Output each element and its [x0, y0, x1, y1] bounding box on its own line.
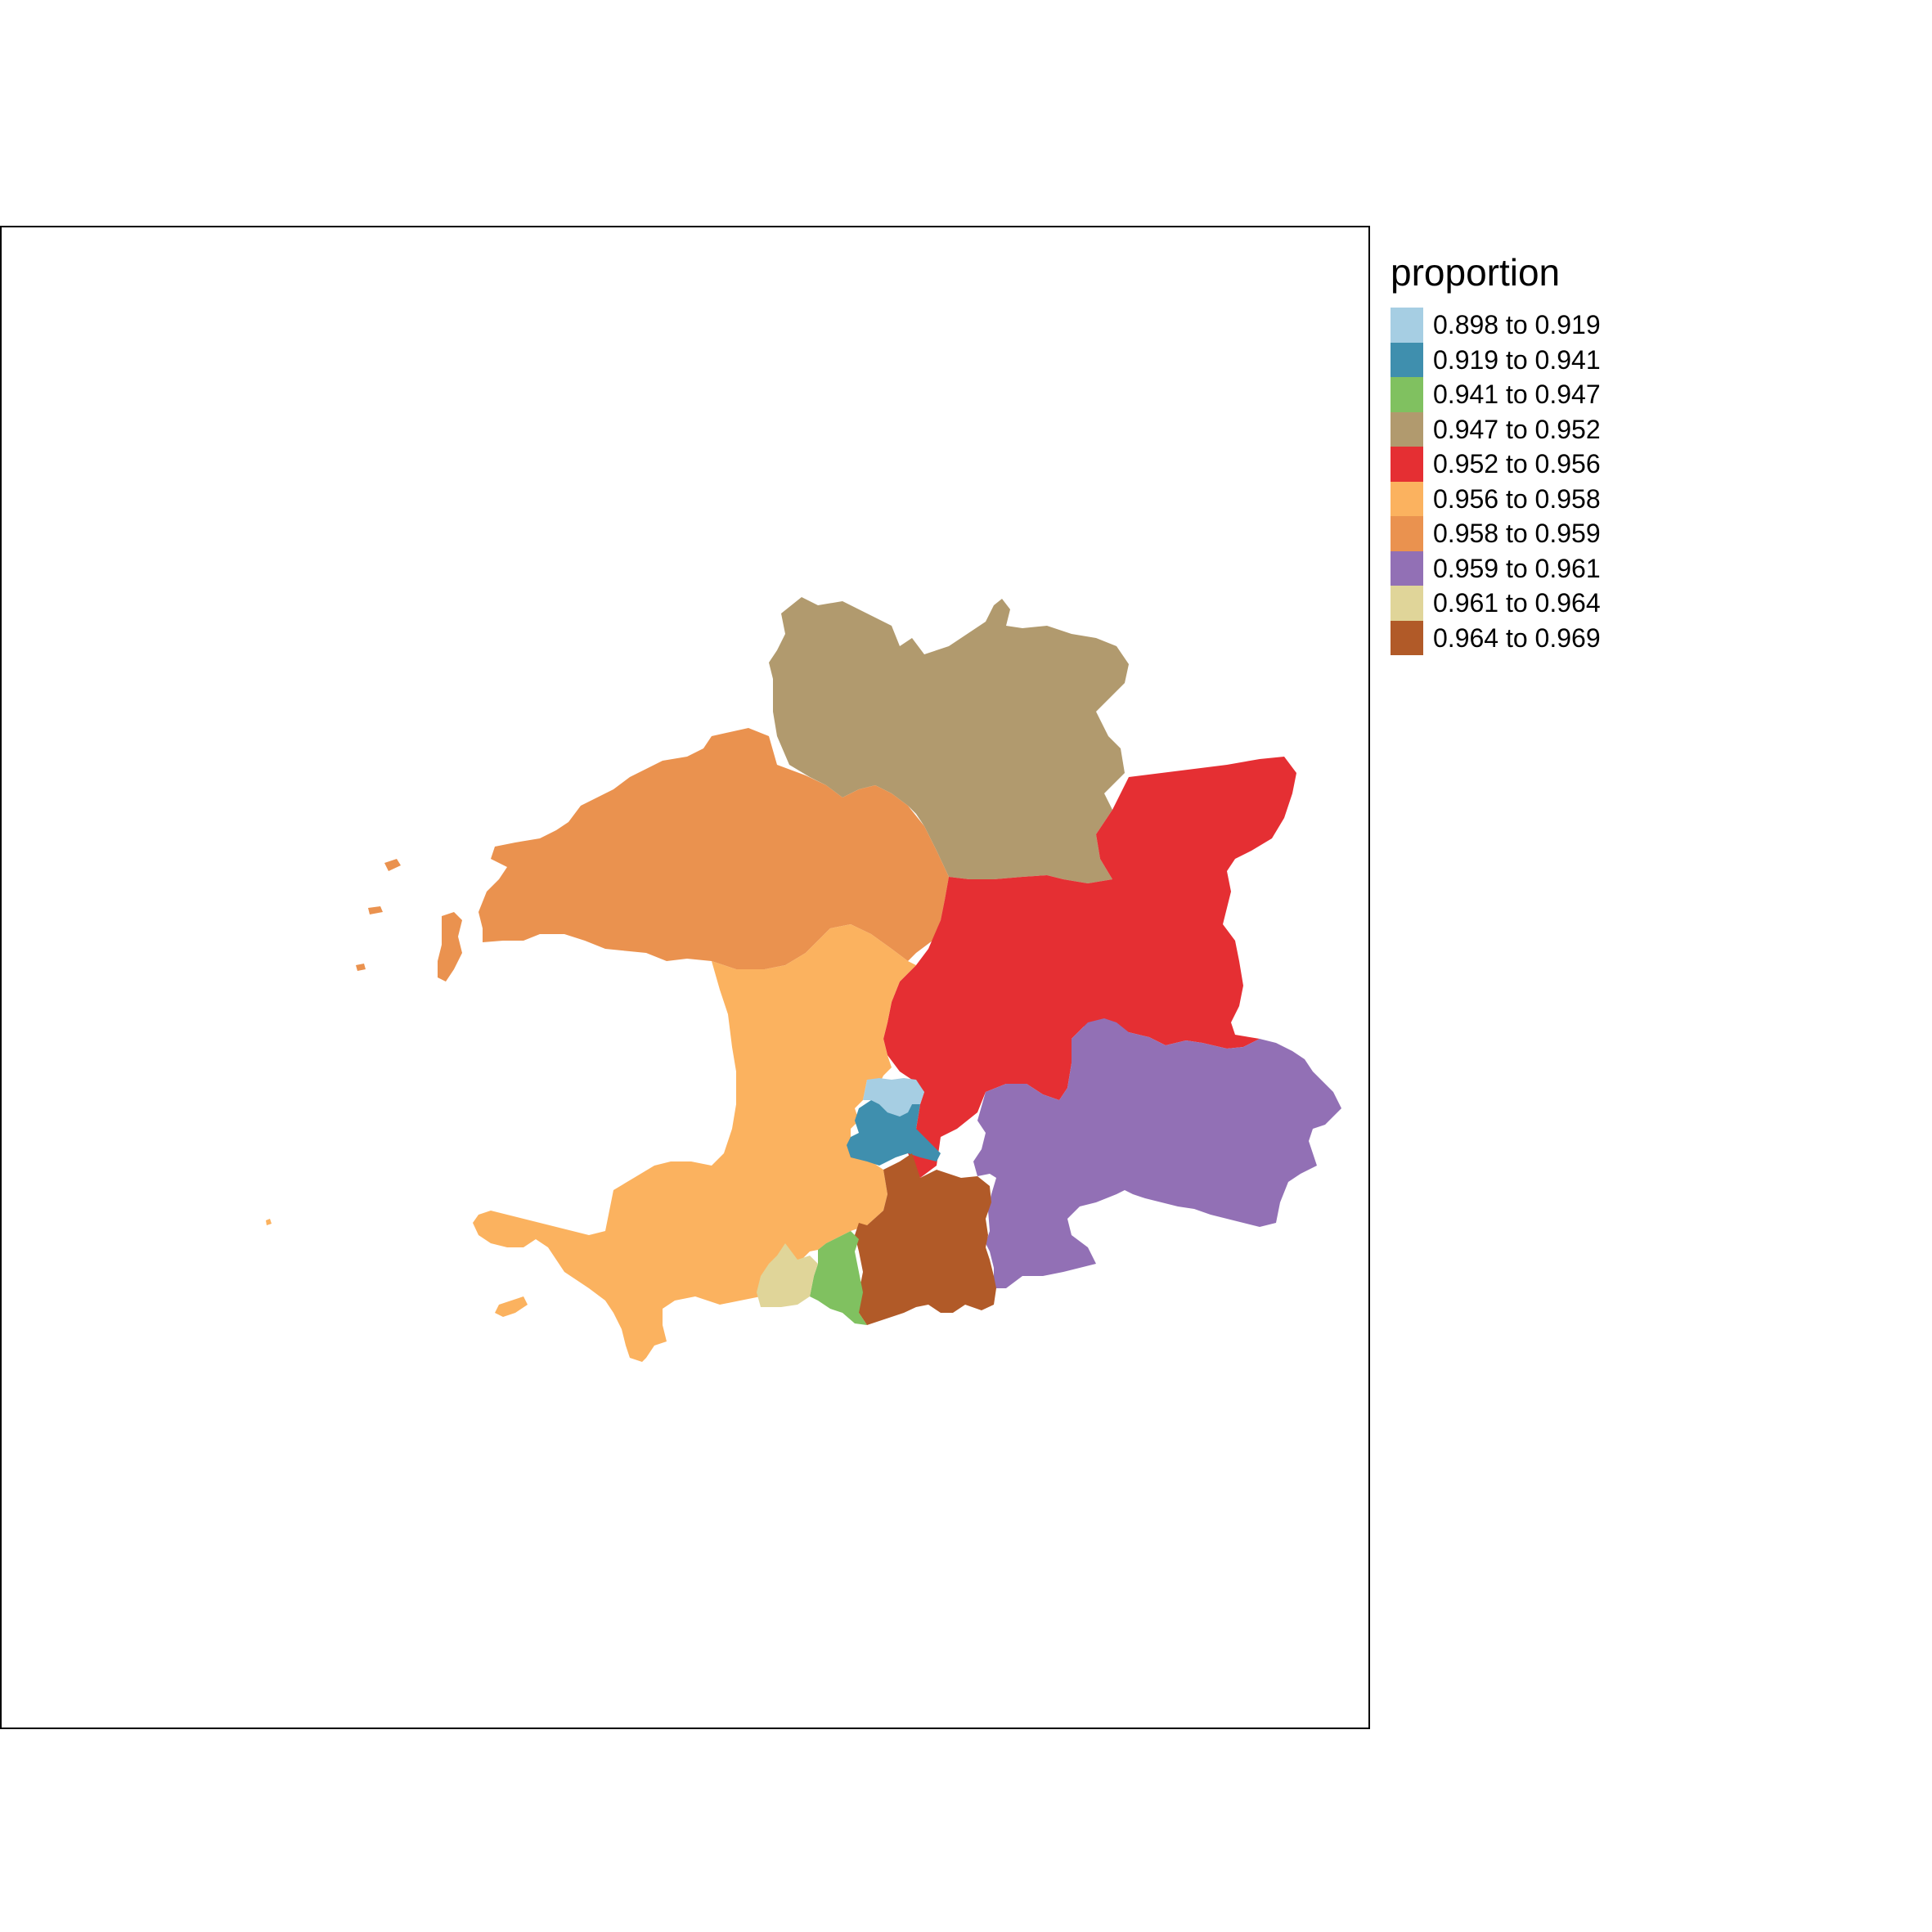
- south-west-small-region: [757, 1243, 818, 1307]
- legend-swatch: [1391, 586, 1423, 621]
- legend-swatch: [1391, 516, 1423, 551]
- legend-label: 0.941 to 0.947: [1433, 380, 1601, 410]
- legend-label: 0.956 to 0.958: [1433, 483, 1601, 514]
- legend-item: 0.964 to 0.969: [1391, 620, 1601, 655]
- legend-item: 0.941 to 0.947: [1391, 377, 1601, 412]
- legend-label: 0.919 to 0.941: [1433, 344, 1601, 375]
- north-region: [769, 597, 1129, 883]
- south-small-region: [810, 1231, 867, 1325]
- legend-label: 0.964 to 0.969: [1433, 622, 1601, 653]
- west-region: [473, 924, 916, 1362]
- legend-label: 0.947 to 0.952: [1433, 414, 1601, 444]
- legend-swatch: [1391, 342, 1423, 377]
- legend-swatch: [1391, 620, 1423, 655]
- legend-swatch: [1391, 308, 1423, 343]
- central-small-region: [847, 1100, 941, 1166]
- legend-title: proportion: [1391, 251, 1561, 294]
- legend-label: 0.959 to 0.961: [1433, 553, 1601, 583]
- legend-label: 0.961 to 0.964: [1433, 588, 1601, 618]
- legend-label: 0.958 to 0.959: [1433, 519, 1601, 549]
- legend-swatch: [1391, 411, 1423, 447]
- northwest-island-2: [384, 859, 401, 871]
- legend-item: 0.959 to 0.961: [1391, 550, 1601, 586]
- legend-item: 0.947 to 0.952: [1391, 411, 1601, 447]
- east-central-region: [883, 757, 1296, 1178]
- legend-item: 0.956 to 0.958: [1391, 481, 1601, 516]
- legend-swatch: [1391, 377, 1423, 412]
- legend-item: 0.958 to 0.959: [1391, 516, 1601, 551]
- legend-item: 0.952 to 0.956: [1391, 447, 1601, 482]
- west-island-2: [266, 1219, 272, 1225]
- northwest-region: [479, 728, 949, 969]
- legend-label: 0.898 to 0.919: [1433, 310, 1601, 340]
- west-island-1: [495, 1296, 528, 1317]
- northwest-island-1: [438, 912, 462, 982]
- east-region: [973, 1018, 1341, 1288]
- legend-item: 0.961 to 0.964: [1391, 586, 1601, 621]
- legend-items: 0.898 to 0.919 0.919 to 0.941 0.941 to 0.9…: [1391, 308, 1601, 655]
- legend-item: 0.919 to 0.941: [1391, 342, 1601, 377]
- legend-swatch: [1391, 550, 1423, 586]
- northwest-island-4: [356, 964, 366, 971]
- legend-swatch: [1391, 447, 1423, 482]
- legend-label: 0.952 to 0.956: [1433, 449, 1601, 479]
- legend-swatch: [1391, 481, 1423, 516]
- central-small-north-region: [863, 1078, 924, 1117]
- legend-item: 0.898 to 0.919: [1391, 308, 1601, 343]
- south-central-region: [855, 1153, 996, 1325]
- northwest-island-3: [368, 906, 383, 914]
- map-legend: proportion 0.898 to 0.919 0.919 to 0.941 0…: [1391, 254, 1601, 655]
